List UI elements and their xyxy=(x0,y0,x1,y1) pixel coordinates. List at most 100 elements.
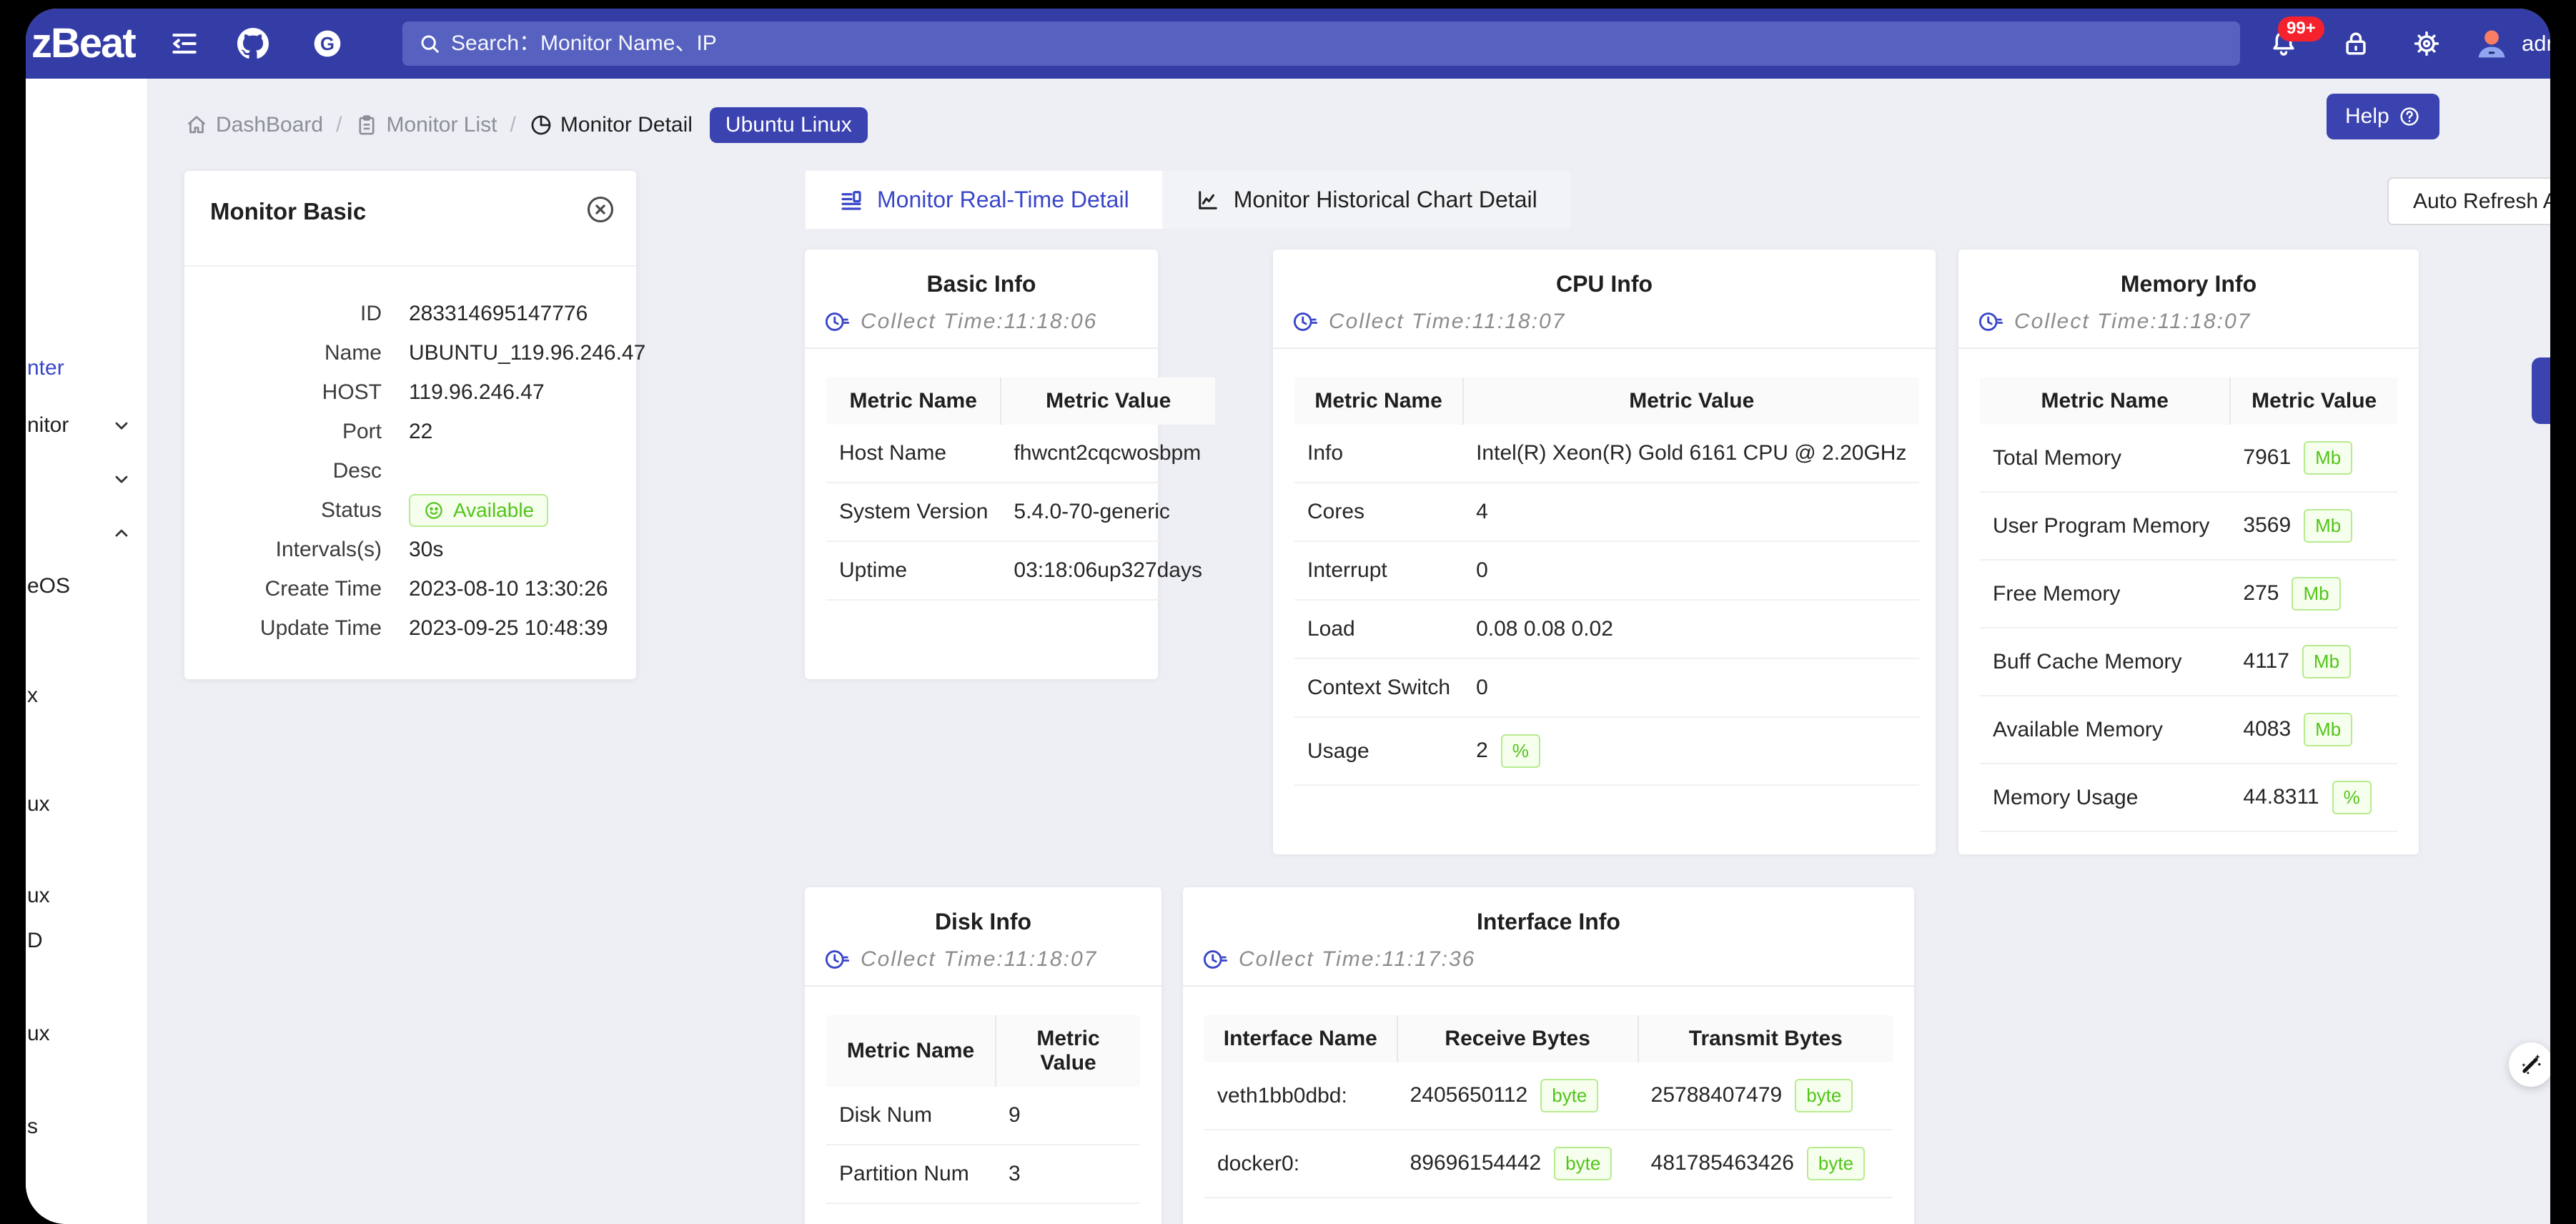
clock-icon xyxy=(825,312,849,331)
col-header: Interface Name xyxy=(1204,1015,1398,1062)
unit-badge: % xyxy=(2332,781,2372,814)
table-row: Memory Usage 44.8311% xyxy=(1980,764,2397,832)
metrics-table: Metric Name Metric Value Host Name fhwcnt… xyxy=(826,377,1215,601)
username-label: admin xyxy=(2522,31,2550,56)
settings-gear-icon[interactable] xyxy=(2411,28,2442,59)
collect-time: Collect Time:11:18:07 xyxy=(1292,309,1917,335)
breadcrumb-separator: / xyxy=(510,113,516,137)
table-row: docker0: 89696154442 byte 481785463426 byt… xyxy=(1204,1130,1893,1198)
list-detail-icon xyxy=(841,190,861,210)
sidebar-item-os[interactable]: eOS xyxy=(27,574,71,598)
table-row: Total Memory 7961 Mb xyxy=(1980,425,2397,493)
metrics-table: Interface Name Receive Bytes Transmit By… xyxy=(1204,1015,1893,1198)
disk-info-card: Disk Info Collect Time:11:18:07 Metric N… xyxy=(805,887,1161,1224)
monitor-basic-header: Monitor Basic xyxy=(184,171,636,267)
breadcrumb-monitor-list[interactable]: Monitor List xyxy=(355,113,497,137)
clock-icon xyxy=(1978,312,2003,331)
memory-info-card: Memory Info Collect Time:11:18:07 Metric… xyxy=(1958,250,2419,854)
unit-badge: % xyxy=(1500,734,1540,768)
col-header: Metric Value xyxy=(1463,377,1920,425)
line-chart-icon xyxy=(1198,190,1217,209)
settings-drawer-handle[interactable] xyxy=(2532,357,2550,424)
metrics-table: Metric Name Metric Value Total Memory 796… xyxy=(1980,377,2397,832)
breadcrumb-monitor-detail[interactable]: Monitor Detail xyxy=(529,113,693,137)
basic-info-card: Basic Info Collect Time:11:18:06 Metric … xyxy=(805,250,1215,679)
unit-badge: byte xyxy=(1806,1147,1866,1180)
field-row: ID 283314695147776 xyxy=(360,301,588,325)
collect-time: Collect Time:11:17:36 xyxy=(1202,947,1896,972)
sidebar-item-linux-2[interactable]: ux xyxy=(27,792,50,816)
card-title: CPU Info xyxy=(1555,271,1653,297)
sidebar-item-last[interactable]: s xyxy=(27,1115,38,1138)
unit-badge: byte xyxy=(1554,1147,1613,1180)
clock-icon xyxy=(1203,950,1227,969)
col-header: Metric Name xyxy=(826,1015,997,1087)
field-row: Create Time 2023-08-10 13:30:26 xyxy=(264,576,608,601)
breadcrumb-separator: / xyxy=(336,113,342,137)
col-header: Metric Name xyxy=(1294,377,1465,425)
github-icon[interactable] xyxy=(237,28,269,59)
sidebar-item-linux-4[interactable]: ux xyxy=(27,1022,50,1045)
table-row: Info Intel(R) Xeon(R) Gold 6161 CPU @ 2.2… xyxy=(1294,425,1920,483)
col-header: Transmit Bytes xyxy=(1638,1015,1893,1062)
sidebar-item-center[interactable]: nter xyxy=(27,356,64,380)
col-header: Metric Value xyxy=(996,1015,1140,1087)
sidebar-item-monitor[interactable]: nitor xyxy=(27,413,69,437)
monitor-type-badge: Ubuntu Linux xyxy=(709,107,868,143)
status-badge: Available xyxy=(409,493,549,527)
top-navbar: zBeat G 99+ xyxy=(26,9,2550,79)
field-row: Name UBUNTU_119.96.246.47 xyxy=(324,340,646,365)
unit-badge: byte xyxy=(1540,1079,1599,1112)
user-avatar[interactable] xyxy=(2472,24,2511,63)
field-row: Update Time 2023-09-25 10:48:39 xyxy=(259,616,608,640)
notifications-bell-icon[interactable]: 99+ xyxy=(2268,16,2324,59)
clock-icon xyxy=(1293,312,1317,331)
clipboard-icon xyxy=(359,115,375,135)
help-button[interactable]: Help xyxy=(2327,94,2439,139)
home-icon xyxy=(187,116,206,134)
search-icon xyxy=(421,35,439,53)
table-row: Usage 2% xyxy=(1294,717,1920,786)
magic-wand-icon xyxy=(2522,1054,2541,1075)
collect-time: Collect Time:11:18:06 xyxy=(823,309,1139,335)
sidebar: nter nitor eOS x ux ux D ux s xyxy=(26,79,149,1224)
unit-badge: Mb xyxy=(2302,645,2352,678)
field-row: Port 22 xyxy=(342,419,433,443)
lock-icon[interactable] xyxy=(2340,28,2372,59)
chevron-up-icon[interactable] xyxy=(112,523,132,543)
chevron-down-icon[interactable] xyxy=(112,469,132,489)
col-header: Metric Value xyxy=(2230,377,2397,425)
gitee-icon[interactable]: G xyxy=(312,28,343,59)
table-row: Partition Num 3 xyxy=(826,1145,1140,1204)
tab-historical-chart[interactable]: Monitor Historical Chart Detail xyxy=(1161,171,1570,229)
magic-wand-button[interactable] xyxy=(2509,1042,2550,1087)
svg-text:G: G xyxy=(320,34,335,54)
menu-fold-icon[interactable] xyxy=(169,28,200,59)
table-row: System Version 5.4.0-70-generic xyxy=(826,483,1215,542)
auto-refresh-button[interactable]: Auto Refresh After 27 s xyxy=(2387,177,2550,225)
col-header: Metric Name xyxy=(826,377,1002,425)
table-row: Free Memory 275 Mb xyxy=(1980,560,2397,628)
table-row: Buff Cache Memory 4117 Mb xyxy=(1980,628,2397,696)
close-circle-icon[interactable] xyxy=(585,194,616,225)
table-row: Uptime 03:18:06up327days xyxy=(826,541,1215,601)
detail-tabs: Monitor Real-Time Detail Monitor Histori… xyxy=(806,171,1570,229)
metrics-table: Metric Name Metric Value Disk Num 9 Parti… xyxy=(826,1015,1140,1204)
card-title: Memory Info xyxy=(2120,271,2257,297)
tab-realtime-detail[interactable]: Monitor Real-Time Detail xyxy=(806,171,1162,229)
sidebar-item-linux-1[interactable]: x xyxy=(27,683,38,707)
sidebar-item-linux-3[interactable]: ux xyxy=(27,884,50,907)
clock-icon xyxy=(825,950,849,969)
table-row: Cores 4 xyxy=(1294,483,1920,542)
chevron-down-icon[interactable] xyxy=(112,415,132,435)
search-input[interactable] xyxy=(451,31,2224,56)
breadcrumb-dashboard[interactable]: DashBoard xyxy=(184,113,323,137)
sidebar-item-bsd[interactable]: D xyxy=(27,929,43,952)
table-row: Host Name fhwcnt2cqcwosbpm xyxy=(826,425,1215,483)
monitor-basic-panel: Monitor Basic ID 283314695147776 Name UBUN… xyxy=(184,171,646,679)
table-row: Available Memory 4083 Mb xyxy=(1980,696,2397,764)
table-row: User Program Memory 3569 Mb xyxy=(1980,492,2397,561)
col-header: Receive Bytes xyxy=(1397,1015,1639,1062)
card-title: Disk Info xyxy=(934,909,1032,934)
collect-time: Collect Time:11:18:07 xyxy=(823,947,1143,972)
